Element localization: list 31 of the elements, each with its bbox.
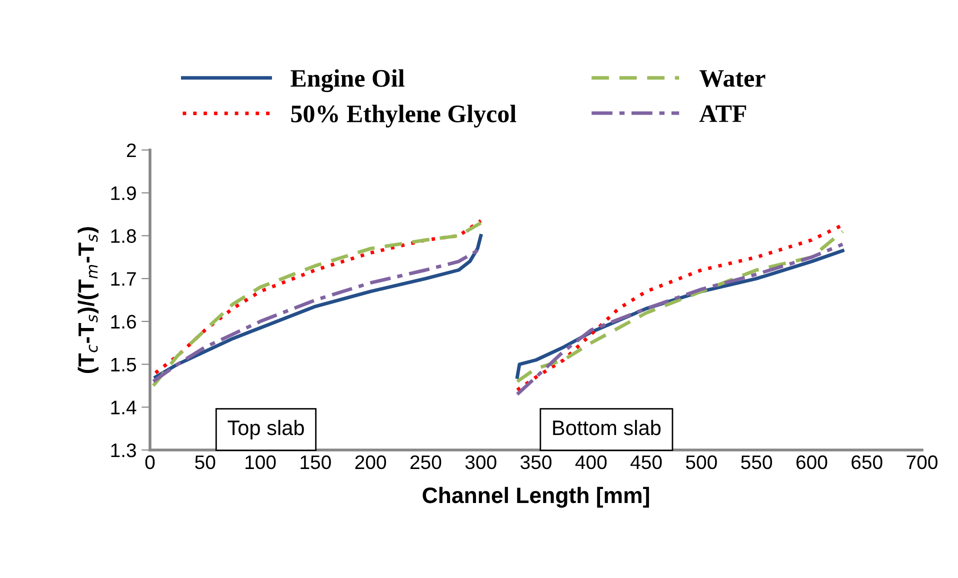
x-tick-label: 700 [906,455,938,470]
x-tick-label: 250 [410,455,442,470]
text: (T$_{c}$-T$_{s}$)/(T$_{m}$-T$_{s}$) [78,227,98,374]
x-tick-label: 200 [355,455,386,470]
x-tick-label: 550 [741,455,772,470]
y-tick-label: 1.9 [111,186,136,200]
x-tick-label: 600 [796,455,828,470]
legend-label: ATF [699,105,746,122]
legend-label: 50% Ethylene Glycol [291,104,516,128]
x-tick-label: 150 [300,455,331,470]
annotation: Bottom slab [553,420,661,436]
y-tick-label: 1.7 [111,272,136,286]
y-tick-label: 1.6 [111,314,136,329]
y-tick-label: 1.8 [111,229,136,243]
legend-label: Engine Oil [290,69,404,92]
x-tick-label: 400 [575,455,607,470]
x-tick-label: 50 [195,455,216,470]
legend-label: Water [699,70,766,87]
annotation: Top slab [228,420,304,440]
x-tick-label: 650 [852,455,882,470]
x-axis-title: Channel Length [mm] [422,486,649,508]
x-tick-label: 500 [686,455,717,470]
x-tick-label: 450 [630,455,662,470]
y-tick-label: 1.4 [111,400,136,414]
x-tick-label: 350 [520,455,552,470]
y-tick-label: 1.5 [111,358,136,372]
x-tick-label: 0 [145,455,155,470]
x-tick-label: 300 [465,455,496,470]
x-tick-label: 100 [246,455,276,470]
y-tick-label: 2 [126,143,136,158]
y-tick-label: 1.3 [111,443,136,458]
